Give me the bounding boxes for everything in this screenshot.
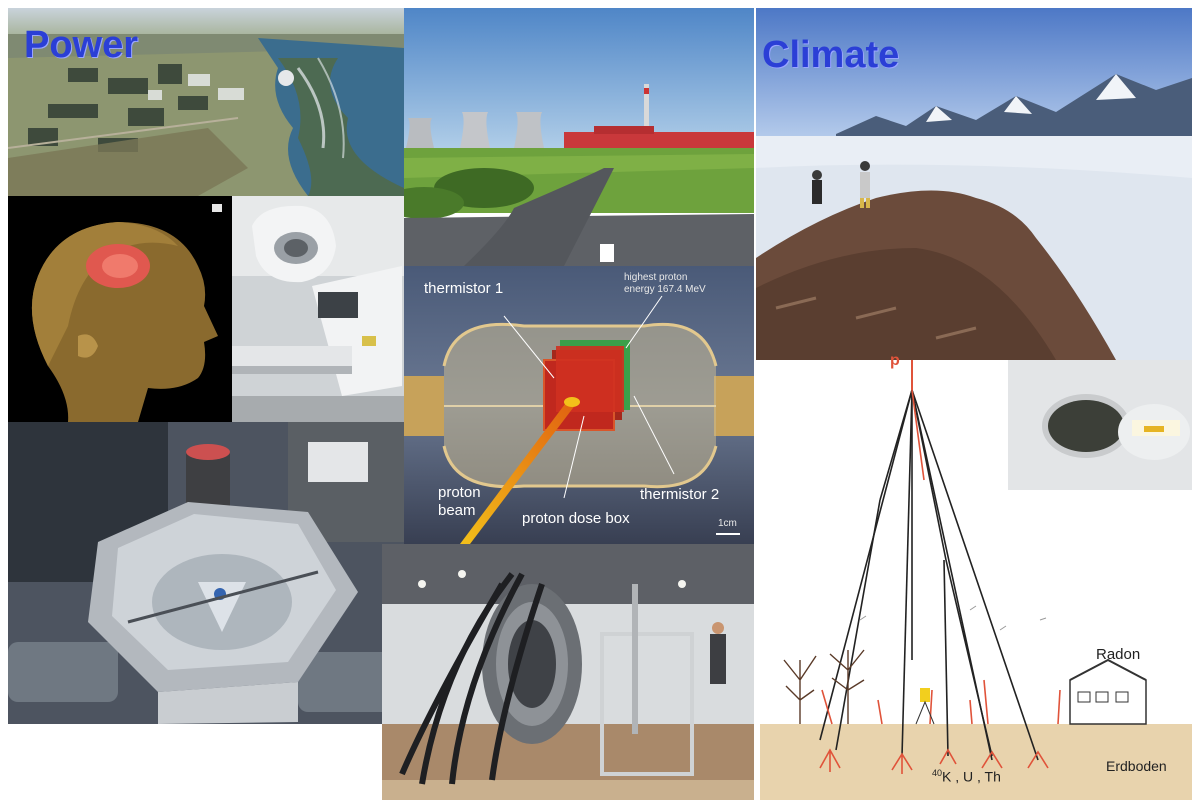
photo-head-scan: [8, 196, 232, 422]
label-radon: Radon: [1096, 646, 1141, 663]
photo-power-plant-aerial: [8, 8, 404, 196]
label-primary-particle: p: [890, 352, 900, 369]
label-scale-1cm: 1cm: [718, 518, 737, 529]
label-thermistor-2: thermistor 2: [640, 486, 720, 503]
photo-lab-magnet-detector: [382, 544, 754, 800]
label-highest-energy-1: highest proton: [624, 272, 688, 283]
label-thermistor-1: thermistor 1: [424, 280, 504, 297]
photo-hexagonal-detector: [8, 422, 404, 724]
label-power: Power: [24, 24, 139, 66]
isotope-list: K , U , Th: [942, 768, 1001, 785]
label-ground: Erdboden: [1106, 758, 1167, 774]
photo-cooling-towers: [404, 8, 754, 266]
label-proton-dose-box: proton dose box: [522, 510, 630, 527]
label-proton-beam-1: proton: [438, 484, 481, 501]
label-climate: Climate: [762, 34, 900, 76]
diagram-cosmic-ray-shower: [760, 360, 1192, 800]
label-isotopes: 40K , U , Th: [932, 768, 1001, 785]
photo-radiotherapy-machine: [232, 196, 404, 422]
label-proton-beam-2: beam: [438, 502, 476, 519]
photo-proton-dose-box: [404, 266, 754, 544]
photo-arctic-climate: [756, 8, 1192, 360]
isotope-mass-number: 40: [932, 768, 943, 778]
label-highest-energy-2: energy 167.4 MeV: [624, 284, 706, 295]
